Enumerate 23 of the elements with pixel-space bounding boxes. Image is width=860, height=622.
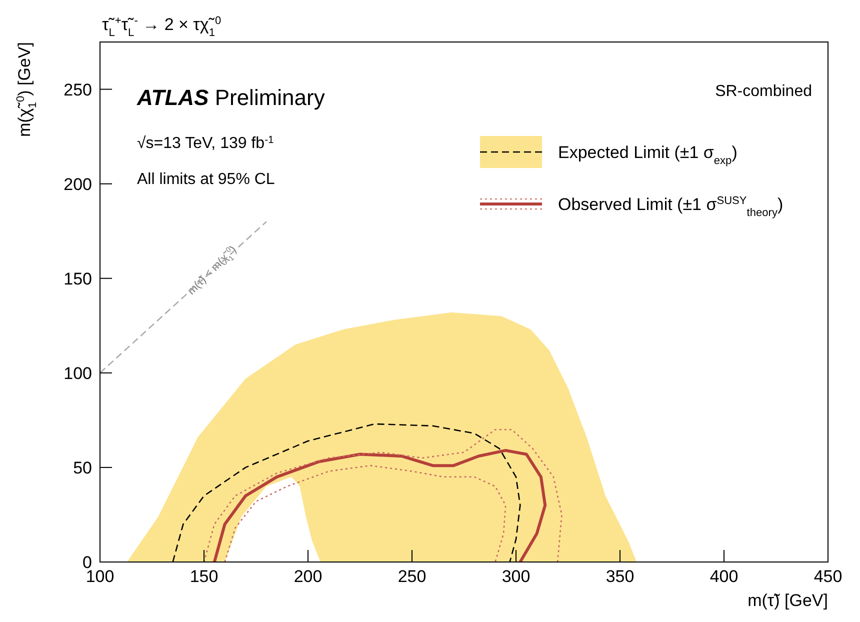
y-tick-label: 200 [64,174,92,194]
x-tick-label: 200 [294,567,322,586]
y-tick-label: 150 [64,269,92,288]
x-tick-label: 250 [398,567,426,586]
annotation: ATLAS Preliminary [136,85,325,110]
x-tick-label: 150 [190,567,218,586]
legend-label: Expected Limit (±1 σ$_{exp}$) [558,143,738,167]
annotation: All limits at 95% CL [137,171,275,188]
line-series [224,464,506,562]
x-tick-label: 450 [814,567,842,586]
text: Observed Limit (±1 σ$^{SUSY}$$_{theory}$) [558,195,784,219]
y-tick-label: 100 [64,364,92,383]
x-tick-label: 350 [606,567,634,586]
y-tick-label: 250 [64,80,92,100]
annotation: √s=13 TeV, 139 fb$^{-1}$ [137,134,274,152]
line-series [203,428,562,562]
y-tick-label: 50 [73,458,92,478]
x-tick-label: 100 [86,567,114,586]
annotation: SR-combined [715,83,812,100]
x-axis-title: m(τ̃) [GeV] [748,591,828,610]
x-tick-label: 300 [502,567,530,586]
line-series [212,448,547,562]
x-tick-label: 400 [710,567,738,586]
